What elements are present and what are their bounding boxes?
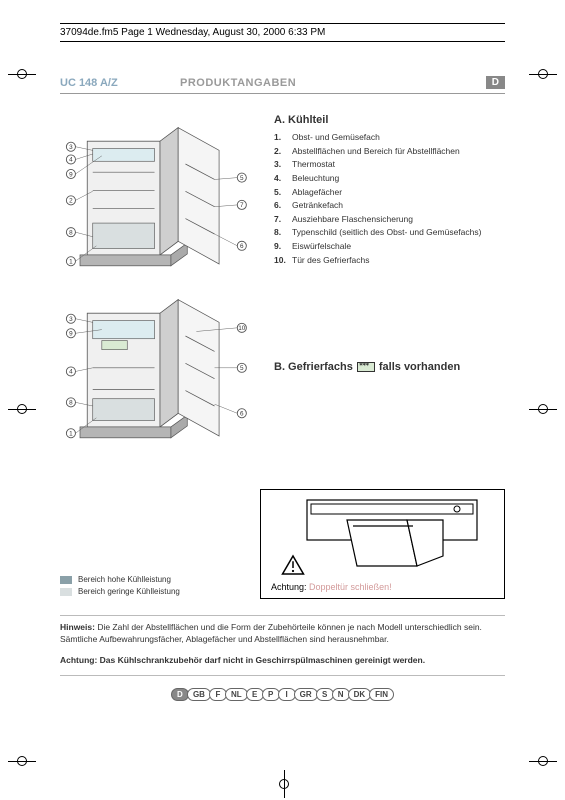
crop-mark [8,747,36,775]
swatch-high [60,576,72,584]
fridge-diagram-a: 3 4 9 2 8 1 5 7 6 [60,114,260,278]
section-b-row: 3 9 4 8 1 10 5 6 B. Gefrierfachs falls v… [60,286,505,450]
svg-text:1: 1 [69,259,73,266]
svg-text:1: 1 [69,430,73,437]
flag-s: S [316,688,334,701]
cooling-legend: Bereich hohe Kühlleistung Bereich gering… [60,575,240,599]
section-a-row: 3 4 9 2 8 1 5 7 6 A. Kühlteil 1.Obst- un… [60,114,505,278]
svg-text:2: 2 [69,198,73,205]
legend-item: Bereich geringe Kühlleistung [60,587,240,596]
list-item: 3.Thermostat [274,159,505,170]
legend-item: Bereich hohe Kühlleistung [60,575,240,584]
language-tag: D [486,76,505,89]
list-item: 5.Ablagefächer [274,187,505,198]
list-item: 4.Beleuchtung [274,173,505,184]
list-item: 7.Ausziehbare Flaschensicherung [274,214,505,225]
achtung-line: Achtung: Das Kühlschrankzubehör darf nic… [60,655,505,676]
svg-text:9: 9 [69,330,73,337]
svg-text:6: 6 [240,410,244,417]
svg-text:8: 8 [69,399,73,406]
warning-text: Achtung: Doppeltür schließen! [271,582,392,592]
list-item: 2.Abstellflächen und Bereich für Abstell… [274,146,505,157]
diagram-a: 3 4 9 2 8 1 5 7 6 [60,114,260,278]
flag-fin: FIN [369,688,394,701]
section-a-title: A. Kühlteil [274,114,505,126]
flag-dk: DK [348,688,372,701]
flag-gr: GR [294,688,318,701]
svg-text:4: 4 [69,368,73,375]
warning-panel: Achtung: Doppeltür schließen! [260,489,505,599]
svg-text:5: 5 [240,365,244,372]
section-a-text: A. Kühlteil 1.Obst- und Gemüsefach 2.Abs… [274,114,505,278]
crop-mark [270,770,298,798]
warning-triangle-icon [281,554,305,576]
flag-p: P [262,688,280,701]
svg-text:10: 10 [238,325,246,332]
svg-text:3: 3 [69,144,73,151]
legend-warning-row: Bereich hohe Kühlleistung Bereich gering… [60,489,505,599]
list-item: 9.Eiswürfelschale [274,241,505,252]
flag-i: I [278,688,296,701]
section-b-title: B. Gefrierfachs falls vorhanden [274,361,460,373]
title-bar: UC 148 A/Z PRODUKTANGABEN D [60,76,505,94]
file-header-text: 37094de.fm5 Page 1 Wednesday, August 30,… [60,27,325,38]
crop-mark [8,395,36,423]
list-item: 6.Getränkefach [274,200,505,211]
file-header: 37094de.fm5 Page 1 Wednesday, August 30,… [60,23,505,42]
parts-list-a: 1.Obst- und Gemüsefach 2.Abstellflächen … [274,132,505,265]
flag-nl: NL [225,688,248,701]
language-flags: DGBFNLEPIGRSNDKFIN [60,688,505,701]
flag-e: E [246,688,264,701]
diagram-b: 3 9 4 8 1 10 5 6 [60,286,260,450]
crop-mark [529,395,557,423]
flag-n: N [332,688,350,701]
svg-text:7: 7 [240,202,244,209]
crop-mark [8,60,36,88]
hinweis-block: Hinweis: Die Zahl der Abstellflächen und… [60,615,505,645]
freezer-stars-icon [357,362,375,372]
list-item: 1.Obst- und Gemüsefach [274,132,505,143]
list-item: 8.Typenschild (seitlich des Obst- und Ge… [274,227,505,238]
crop-mark [529,747,557,775]
svg-text:5: 5 [240,175,244,182]
svg-text:6: 6 [240,243,244,250]
crop-mark [529,60,557,88]
list-item: 10.Tür des Gefrierfachs [274,255,505,266]
section-title: PRODUKTANGABEN [180,77,486,89]
swatch-low [60,588,72,596]
svg-text:3: 3 [69,316,73,323]
fridge-diagram-b: 3 9 4 8 1 10 5 6 [60,286,260,450]
svg-text:8: 8 [69,229,73,236]
model-number: UC 148 A/Z [60,77,180,89]
svg-text:9: 9 [69,171,73,178]
svg-text:4: 4 [69,157,73,164]
section-b-text: B. Gefrierfachs falls vorhanden [274,286,505,450]
flag-gb: GB [187,688,211,701]
